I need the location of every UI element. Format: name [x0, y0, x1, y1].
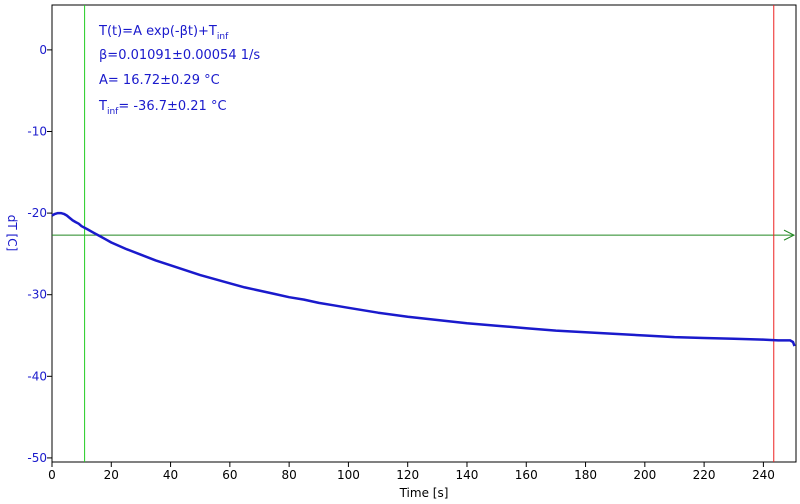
- x-tick-label: 80: [281, 468, 296, 482]
- x-tick-label: 20: [104, 468, 119, 482]
- x-tick-label: 40: [163, 468, 178, 482]
- fit-beta: β=0.01091±0.00054 1/s: [99, 48, 260, 63]
- fit-equation: T(t)=A exp(-βt)+Tinf: [98, 24, 229, 42]
- y-tick-label: -50: [27, 451, 47, 465]
- y-axis-ticks: 0 -10 -20 -30 -40 -50: [27, 43, 52, 465]
- fit-amplitude: A= 16.72±0.29 °C: [99, 73, 220, 88]
- y-tick-label: -20: [27, 206, 47, 220]
- fit-annotation: T(t)=A exp(-βt)+Tinf β=0.01091±0.00054 1…: [98, 24, 260, 117]
- x-tick-label: 180: [574, 468, 597, 482]
- x-tick-label: 100: [337, 468, 360, 482]
- x-tick-label: 240: [752, 468, 775, 482]
- x-tick-label: 200: [633, 468, 656, 482]
- x-tick-label: 140: [456, 468, 479, 482]
- x-tick-label: 0: [48, 468, 56, 482]
- x-tick-label: 160: [515, 468, 538, 482]
- y-tick-label: -10: [27, 124, 47, 138]
- x-tick-label: 120: [396, 468, 419, 482]
- horizontal-line-arrow: [783, 229, 796, 241]
- cursor-markers: [52, 5, 796, 462]
- x-tick-label: 60: [222, 468, 237, 482]
- x-axis-ticks: 0 20 40 60 80 100 120 140 160 180 200 220 240: [48, 462, 775, 482]
- y-tick-label: -30: [27, 288, 47, 302]
- x-axis-label: Time [s]: [399, 486, 449, 500]
- plot-frame: [51, 4, 797, 463]
- x-tick-label: 220: [693, 468, 716, 482]
- series-line: [51, 211, 796, 347]
- y-tick-label: -40: [27, 369, 47, 383]
- y-axis-label: dT [C]: [5, 215, 19, 252]
- series-group: [51, 211, 796, 347]
- y-tick-label: 0: [39, 43, 47, 57]
- fit-tinf: Tinf= -36.7±0.21 °C: [98, 99, 227, 117]
